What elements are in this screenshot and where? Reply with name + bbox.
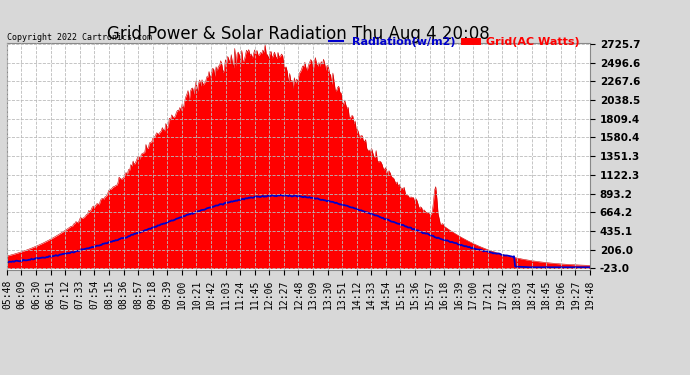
- Title: Grid Power & Solar Radiation Thu Aug 4 20:08: Grid Power & Solar Radiation Thu Aug 4 2…: [107, 25, 490, 43]
- Legend: Radiation(w/m2), Grid(AC Watts): Radiation(w/m2), Grid(AC Watts): [325, 33, 584, 52]
- Text: Copyright 2022 Cartronics.com: Copyright 2022 Cartronics.com: [8, 33, 152, 42]
